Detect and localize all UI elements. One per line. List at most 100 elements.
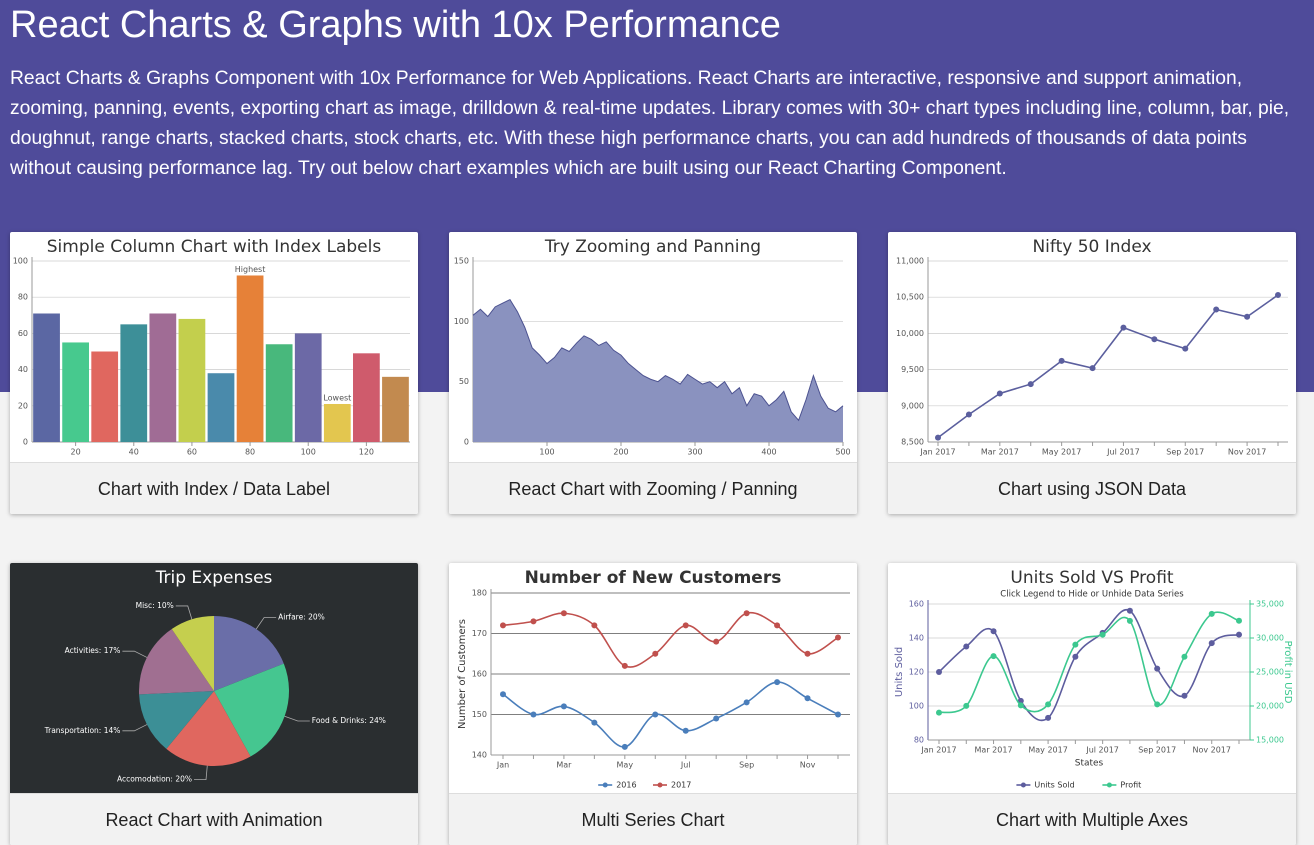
point [682, 727, 689, 734]
legend-marker [602, 782, 608, 788]
point [560, 703, 567, 710]
point [935, 434, 941, 441]
x-tick-label: Jan 2017 [920, 746, 956, 755]
index-label: Highest [235, 265, 266, 274]
x-tick-label: Mar [556, 761, 572, 770]
point [1072, 641, 1079, 648]
point [1181, 653, 1188, 660]
chart-card: Nifty 50 Index 8,500 9,000 9,500 10,000 10,50… [888, 232, 1296, 514]
point [804, 695, 811, 702]
point [713, 638, 720, 645]
x-tick-label: May 2017 [1028, 746, 1067, 755]
leader-line [194, 765, 208, 781]
point [963, 702, 970, 709]
x-tick-label: Mar 2017 [981, 448, 1019, 457]
line [502, 611, 839, 668]
x-tick-label: 100 [301, 448, 316, 457]
y-tick-label: 10,000 [896, 329, 924, 338]
slice-label: Accomodation: 20% [117, 775, 192, 784]
legend-label[interactable]: 2016 [616, 781, 636, 790]
legend-label[interactable]: 2017 [671, 781, 691, 790]
y-tick-label: 8,500 [901, 438, 924, 447]
x-tick-label: May 2017 [1042, 448, 1081, 457]
x-tick-label: 400 [761, 448, 776, 457]
chart-title: Simple Column Chart with Index Labels [47, 237, 382, 257]
chart: Trip Expenses Airfare: 20% Food & Drinks: … [10, 563, 418, 793]
point [990, 628, 997, 635]
chart-card: Simple Column Chart with Index Labels 0 20… [10, 232, 418, 514]
point [1182, 345, 1189, 352]
x-tick-label: May [617, 761, 634, 770]
y-axis-title: Number of Customers [457, 619, 468, 729]
point [774, 622, 781, 629]
area-line [472, 298, 844, 422]
point [996, 390, 1003, 397]
chart-card: Number of New Customers 140 150 160 170 180 Ja… [449, 563, 857, 845]
x-tick-label: Nov 2017 [1228, 448, 1267, 457]
x-tick-label: Sep 2017 [1166, 448, 1204, 457]
card-caption: Chart with Multiple Axes [888, 793, 1296, 845]
x-tick-label: 40 [129, 448, 139, 457]
pie-slice [166, 691, 251, 766]
point [1208, 610, 1215, 617]
point [621, 743, 628, 750]
point [1154, 665, 1161, 672]
x-tick-label: 500 [835, 448, 850, 457]
point [1045, 701, 1052, 708]
y-tick-label: 140 [909, 634, 924, 643]
bar [33, 313, 60, 442]
area [473, 299, 843, 442]
point [965, 411, 972, 418]
point [1275, 292, 1281, 299]
point [835, 711, 841, 718]
y-tick-label: 40 [18, 365, 28, 374]
y-tick-label: 180 [472, 589, 487, 598]
y-tick-label: 160 [909, 600, 924, 609]
point [1099, 631, 1106, 638]
point [1154, 701, 1161, 708]
point [1244, 313, 1251, 320]
y-tick-label: 100 [13, 257, 28, 266]
card-caption: React Chart with Animation [10, 793, 418, 845]
y-tick-label: 80 [914, 736, 924, 745]
point [1236, 631, 1242, 638]
index-label: Lowest [323, 393, 351, 402]
point [530, 711, 537, 718]
leader-line [175, 605, 193, 620]
chart: Units Sold VS Profit Click Legend to Hide… [894, 568, 1293, 790]
point [1072, 653, 1079, 660]
y-tick-label: 160 [472, 670, 487, 679]
point [804, 650, 811, 657]
chart-card: Trip Expenses Airfare: 20% Food & Drinks: … [10, 563, 418, 845]
point [1017, 702, 1024, 709]
point [1181, 692, 1188, 699]
x-tick-label: Mar 2017 [975, 746, 1013, 755]
bar [294, 333, 322, 442]
leader-line [284, 715, 310, 722]
x-tick-label: Sep 2017 [1138, 746, 1176, 755]
leader-line [122, 650, 148, 658]
point [990, 653, 997, 660]
bar [91, 351, 119, 442]
point [743, 610, 750, 617]
point [1126, 617, 1133, 624]
bar [178, 318, 206, 442]
chart: Number of New Customers 140 150 160 170 180 Ja… [457, 568, 850, 790]
legend-label[interactable]: Profit [1120, 781, 1141, 790]
page-description: React Charts & Graphs Component with 10x… [10, 68, 1290, 179]
x-tick-label: Nov 2017 [1192, 746, 1231, 755]
point [1089, 365, 1096, 372]
y-tick-label: 9,500 [901, 365, 924, 374]
pie-slice [171, 616, 214, 691]
y-tick-label: 60 [18, 329, 28, 338]
point [530, 618, 537, 625]
legend-label[interactable]: Units Sold [1034, 781, 1074, 790]
chart-title: Trip Expenses [155, 568, 273, 588]
point [1058, 357, 1065, 364]
pie-slice [138, 629, 214, 695]
chart: Simple Column Chart with Index Labels 0 20… [13, 237, 410, 457]
point [743, 699, 750, 706]
y-tick-label: 80 [18, 293, 28, 302]
x-tick-label: 60 [187, 448, 197, 457]
chart-card: Try Zooming and Panning 0 50 100 150 100 200 30… [449, 232, 857, 514]
